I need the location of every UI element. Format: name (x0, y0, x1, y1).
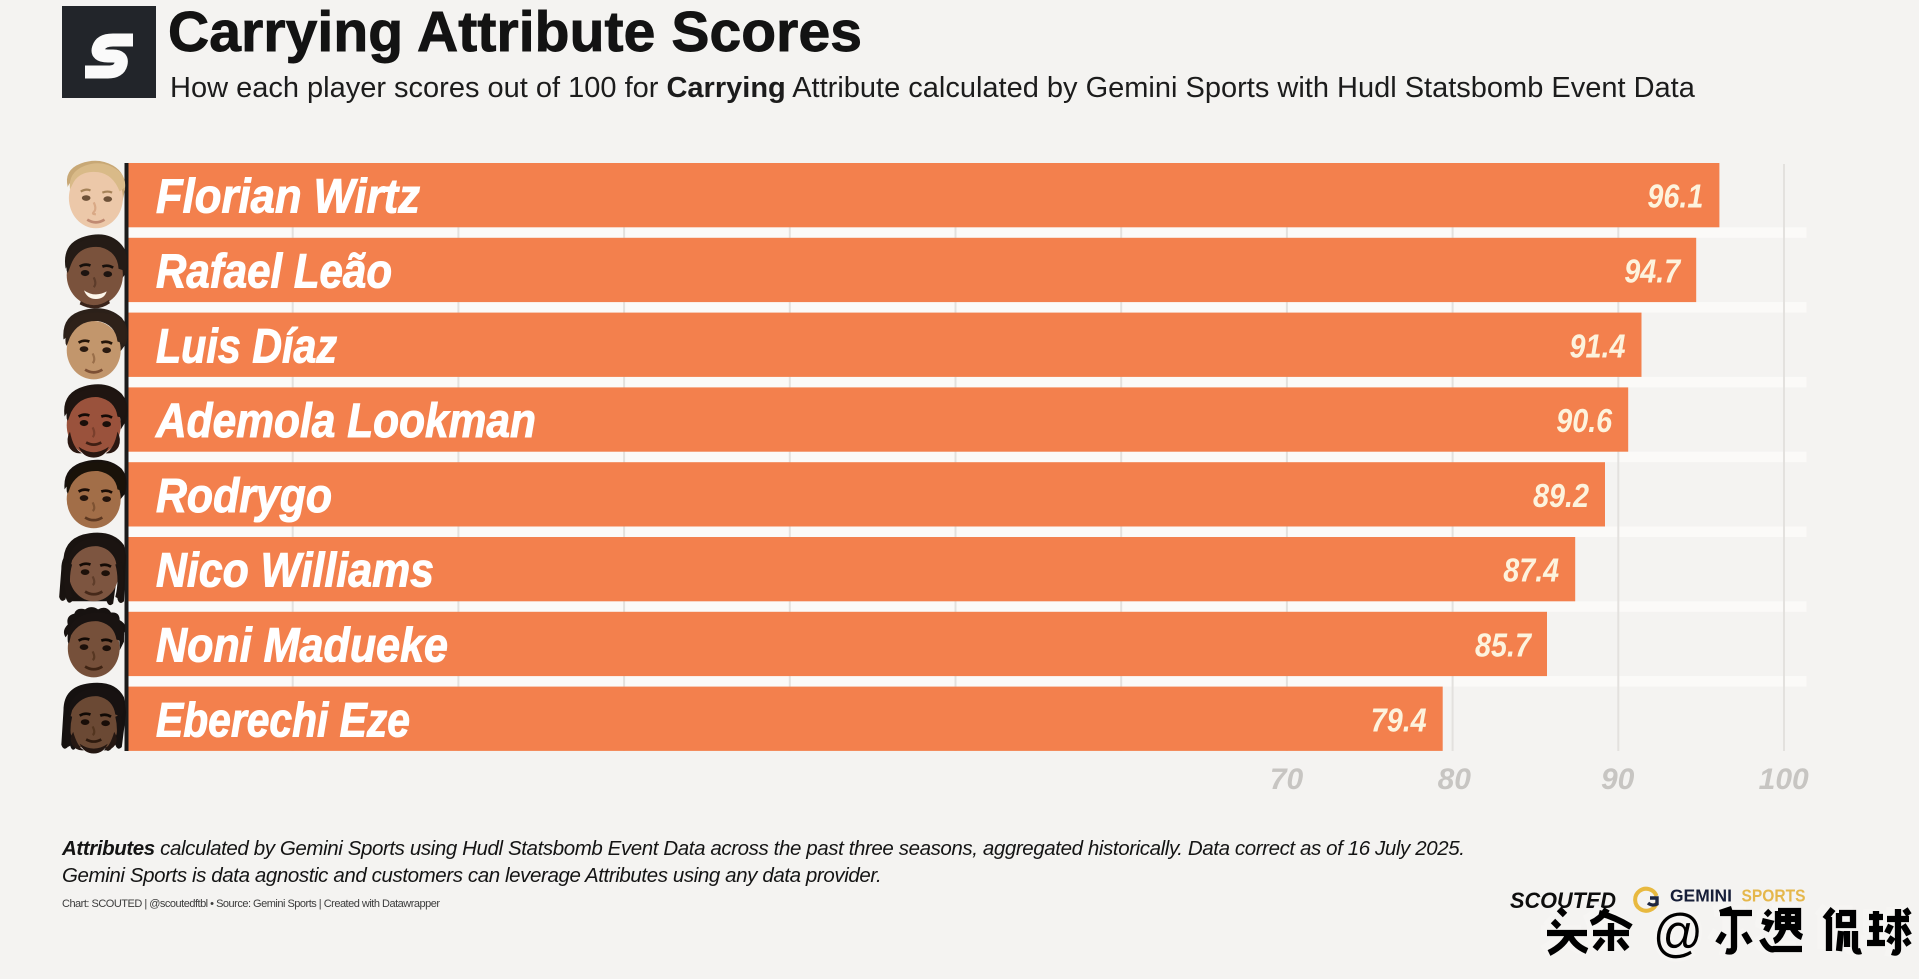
svg-text:85.7: 85.7 (1475, 627, 1532, 664)
svg-text:90: 90 (1601, 763, 1635, 796)
svg-text:96.1: 96.1 (1647, 178, 1703, 215)
svg-text:GEMINI: GEMINI (1670, 886, 1732, 906)
svg-text:Luis Díaz: Luis Díaz (156, 320, 337, 373)
svg-text:Florian Wirtz: Florian Wirtz (156, 171, 420, 224)
svg-text:@: @ (1653, 904, 1703, 963)
svg-text:80: 80 (1438, 763, 1472, 796)
svg-text:Rafael Leão: Rafael Leão (156, 246, 392, 299)
svg-text:90.6: 90.6 (1556, 402, 1613, 439)
svg-text:Rodrygo: Rodrygo (156, 470, 332, 523)
svg-text:Noni Madueke: Noni Madueke (156, 620, 448, 673)
svg-text:SPORTS: SPORTS (1742, 886, 1806, 906)
svg-text:70: 70 (1270, 763, 1304, 796)
svg-text:Ademola Lookman: Ademola Lookman (155, 395, 536, 448)
svg-text:91.4: 91.4 (1570, 327, 1626, 364)
svg-text:100: 100 (1759, 763, 1809, 796)
svg-text:Nico Williams: Nico Williams (156, 545, 434, 598)
svg-text:79.4: 79.4 (1371, 701, 1427, 738)
svg-text:87.4: 87.4 (1503, 552, 1559, 589)
svg-text:89.2: 89.2 (1533, 477, 1590, 514)
svg-text:Eberechi Eze: Eberechi Eze (156, 694, 410, 747)
svg-text:94.7: 94.7 (1624, 253, 1681, 290)
